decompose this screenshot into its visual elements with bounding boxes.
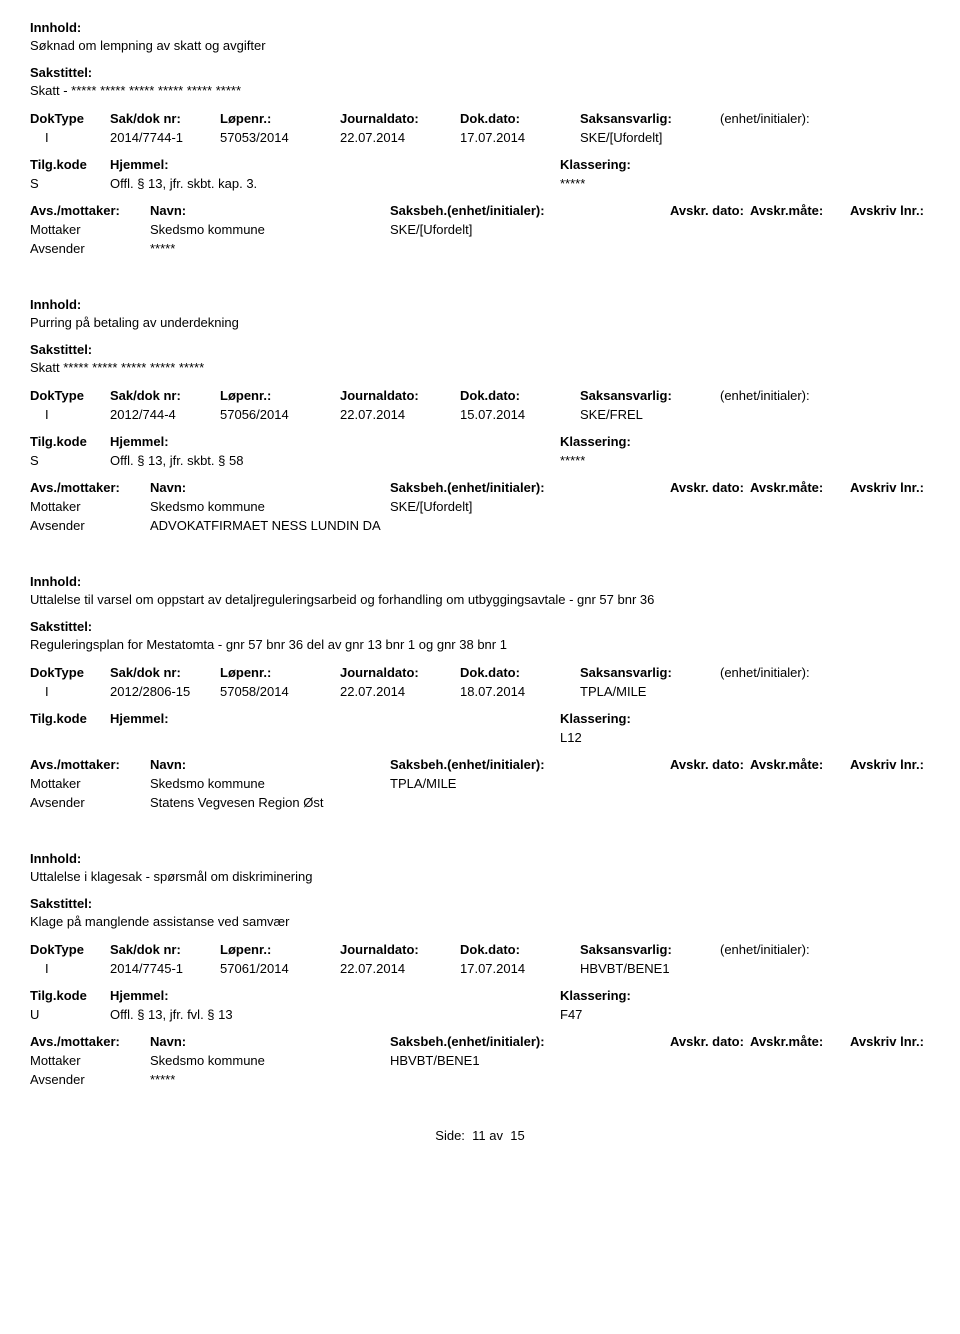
doc-header-row: DokType Sak/dok nr: Løpenr.: Journaldato… (30, 387, 930, 404)
tilg-value-row: L12 (30, 729, 930, 746)
doc-header-row: DokType Sak/dok nr: Løpenr.: Journaldato… (30, 941, 930, 958)
innhold-value: Uttalelse til varsel om oppstart av deta… (30, 592, 930, 607)
doc-value-row: I 2014/7745-1 57061/2014 22.07.2014 17.0… (30, 960, 930, 977)
av-label: av (489, 1128, 503, 1143)
mottaker-row: Mottaker Skedsmo kommune TPLA/MILE (30, 775, 930, 792)
doc-header-row: DokType Sak/dok nr: Løpenr.: Journaldato… (30, 664, 930, 681)
avsender-row: Avsender ***** (30, 1071, 930, 1088)
doc-header-row: DokType Sak/dok nr: Løpenr.: Journaldato… (30, 110, 930, 127)
navn-hdr: Navn: (150, 202, 390, 219)
tilg-header-row: Tilg.kode Hjemmel: Klassering: (30, 156, 930, 173)
doc-value-row: I 2014/7744-1 57053/2014 22.07.2014 17.0… (30, 129, 930, 146)
dokdato-val: 17.07.2014 (460, 129, 580, 146)
avs-header-row: Avs./mottaker: Navn: Saksbeh.(enhet/init… (30, 756, 930, 773)
saksansvarlig-val: SKE/[Ufordelt] (580, 129, 720, 146)
sakstittel-value: Reguleringsplan for Mestatomta - gnr 57 … (30, 637, 930, 652)
klassering-val: ***** (560, 175, 930, 192)
sakstittel-value: Klage på manglende assistanse ved samvær (30, 914, 930, 929)
innhold-label: Innhold: (30, 574, 930, 589)
avs-header-row: Avs./mottaker: Navn: Saksbeh.(enhet/init… (30, 479, 930, 496)
sakstittel-label: Sakstittel: (30, 896, 930, 911)
hjemmel-hdr: Hjemmel: (110, 156, 360, 173)
hjemmel-val: Offl. § 13, jfr. skbt. kap. 3. (110, 175, 360, 192)
innhold-value: Purring på betaling av underdekning (30, 315, 930, 330)
tilg-header-row: Tilg.kode Hjemmel: Klassering: (30, 710, 930, 727)
sakdoknr-hdr: Sak/dok nr: (110, 110, 220, 127)
mottaker-row: Mottaker Skedsmo kommune SKE/[Ufordelt] (30, 221, 930, 238)
innhold-label: Innhold: (30, 297, 930, 312)
avs-header-row: Avs./mottaker: Navn: Saksbeh.(enhet/init… (30, 1033, 930, 1050)
doktype-hdr: DokType (30, 110, 110, 127)
klassering-hdr: Klassering: (560, 156, 930, 173)
tilg-header-row: Tilg.kode Hjemmel: Klassering: (30, 987, 930, 1004)
avskrmate-hdr: Avskr.måte: (750, 202, 850, 219)
avs-header-row: Avs./mottaker: Navn: Saksbeh.(enhet/init… (30, 202, 930, 219)
tilgkode-hdr: Tilg.kode (30, 156, 110, 173)
tilg-value-row: U Offl. § 13, jfr. fvl. § 13 F47 (30, 1006, 930, 1023)
sakstittel-value: Skatt - ***** ***** ***** ***** ***** **… (30, 83, 930, 98)
sakdoknr-val: 2014/7744-1 (110, 129, 220, 146)
saksansvarlig-hdr: Saksansvarlig: (580, 110, 720, 127)
doktype-val: I (30, 129, 110, 146)
enhet-hdr: (enhet/initialer): (720, 110, 930, 127)
mottaker-row: Mottaker Skedsmo kommune HBVBT/BENE1 (30, 1052, 930, 1069)
page-footer: Side: 11 av 15 (30, 1128, 930, 1143)
mottaker-label: Mottaker (30, 221, 150, 238)
innhold-value: Søknad om lempning av skatt og avgifter (30, 38, 930, 53)
saksbeh-hdr: Saksbeh.(enhet/initialer): (390, 202, 670, 219)
tilg-value-row: S Offl. § 13, jfr. skbt. § 58 ***** (30, 452, 930, 469)
sakstittel-label: Sakstittel: (30, 342, 930, 357)
page-number: 11 (472, 1128, 486, 1143)
journaldato-val: 22.07.2014 (340, 129, 460, 146)
doc-value-row: I 2012/2806-15 57058/2014 22.07.2014 18.… (30, 683, 930, 700)
sakstittel-value: Skatt ***** ***** ***** ***** ***** (30, 360, 930, 375)
innhold-label: Innhold: (30, 20, 930, 35)
journal-record: Innhold: Purring på betaling av underdek… (30, 297, 930, 534)
journal-record: Innhold: Uttalelse til varsel om oppstar… (30, 574, 930, 811)
avsmottaker-hdr: Avs./mottaker: (30, 202, 150, 219)
tilgkode-val: S (30, 175, 110, 192)
avsender-label: Avsender (30, 240, 150, 257)
lopenr-hdr: Løpenr.: (220, 110, 340, 127)
avsender-navn: ***** (150, 240, 930, 257)
sakstittel-label: Sakstittel: (30, 619, 930, 634)
avsender-row: Avsender Statens Vegvesen Region Øst (30, 794, 930, 811)
saksbeh-val: SKE/[Ufordelt] (390, 221, 670, 238)
sakstittel-label: Sakstittel: (30, 65, 930, 80)
avsender-row: Avsender ***** (30, 240, 930, 257)
tilg-value-row: S Offl. § 13, jfr. skbt. kap. 3. ***** (30, 175, 930, 192)
mottaker-row: Mottaker Skedsmo kommune SKE/[Ufordelt] (30, 498, 930, 515)
lopenr-val: 57053/2014 (220, 129, 340, 146)
avskrivlnr-hdr: Avskriv lnr.: (850, 202, 930, 219)
page-total: 15 (510, 1128, 524, 1143)
tilg-header-row: Tilg.kode Hjemmel: Klassering: (30, 433, 930, 450)
journal-record: Innhold: Uttalelse i klagesak - spørsmål… (30, 851, 930, 1088)
mottaker-navn: Skedsmo kommune (150, 221, 390, 238)
journaldato-hdr: Journaldato: (340, 110, 460, 127)
doc-value-row: I 2012/744-4 57056/2014 22.07.2014 15.07… (30, 406, 930, 423)
avskrdato-hdr: Avskr. dato: (670, 202, 750, 219)
journal-record: Innhold: Søknad om lempning av skatt og … (30, 20, 930, 257)
dokdato-hdr: Dok.dato: (460, 110, 580, 127)
side-label: Side: (435, 1128, 465, 1143)
innhold-value: Uttalelse i klagesak - spørsmål om diskr… (30, 869, 930, 884)
innhold-label: Innhold: (30, 851, 930, 866)
avsender-row: Avsender ADVOKATFIRMAET NESS LUNDIN DA (30, 517, 930, 534)
